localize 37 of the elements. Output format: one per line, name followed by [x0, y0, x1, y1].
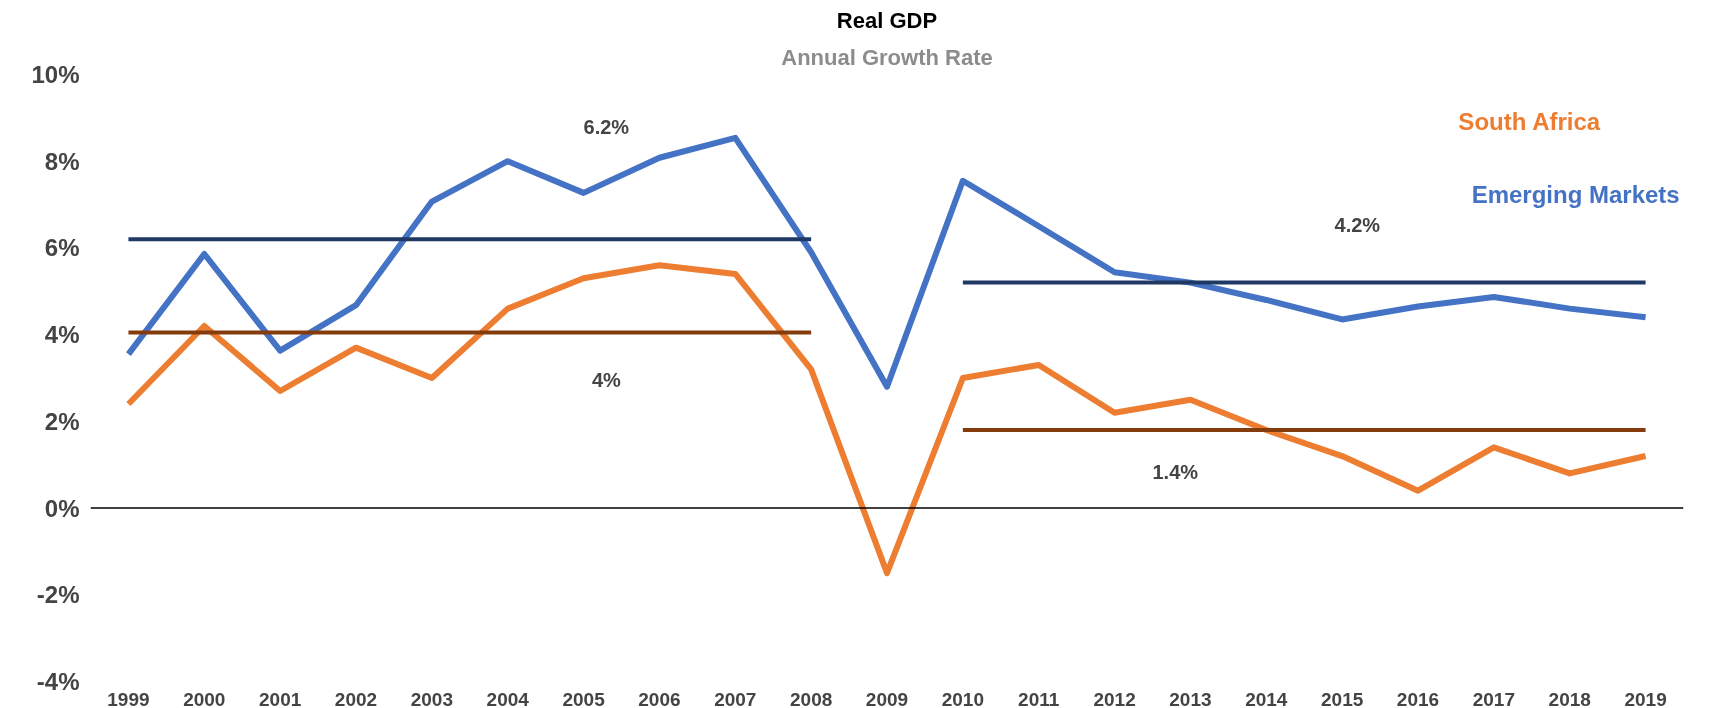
x-tick-label: 1999: [107, 688, 150, 708]
x-tick-label: 2003: [410, 688, 453, 708]
annotation: 6.2%: [583, 116, 630, 139]
x-tick-label: 2007: [714, 688, 757, 708]
y-tick-label: -2%: [36, 581, 80, 609]
y-tick-label: -4%: [36, 668, 80, 695]
x-tick-label: 2015: [1321, 688, 1364, 708]
y-tick-label: 10%: [31, 61, 80, 88]
chart-subtitle: Annual Growth Rate: [781, 44, 993, 70]
x-tick-label: 2018: [1548, 688, 1591, 708]
annotation: 1.4%: [1152, 461, 1199, 484]
text: South Africa: [1458, 108, 1601, 136]
text: Emerging Markets: [1471, 181, 1680, 209]
x-tick-label: 2006: [638, 688, 681, 708]
x-tick-label: 2012: [1093, 688, 1136, 708]
x-tick-label: 2008: [790, 688, 833, 708]
y-tick-label: 8%: [44, 147, 80, 175]
x-tick-label: 2010: [941, 688, 984, 708]
x-tick-label: 2002: [334, 688, 378, 708]
x-tick-label: 2004: [486, 688, 530, 708]
x-tick-label: 2001: [259, 688, 302, 708]
y-tick-label: 6%: [44, 234, 80, 262]
x-tick-label: 2016: [1396, 688, 1440, 708]
y-tick-label: 0%: [44, 494, 80, 522]
x-tick-label: 2011: [1018, 688, 1060, 708]
x-tick-label: 2013: [1169, 688, 1212, 708]
x-tick-label: 2005: [562, 688, 606, 708]
x-tick-label: 2000: [183, 688, 226, 708]
chart-title: Real GDP: [836, 7, 938, 33]
y-tick-label: 4%: [44, 321, 80, 349]
x-tick-label: 2017: [1472, 688, 1515, 708]
x-tick-label: 2019: [1624, 688, 1667, 708]
x-tick-label: 2009: [865, 688, 909, 708]
annotation: 4%: [591, 369, 621, 392]
annotation: 4.2%: [1334, 213, 1381, 236]
x-tick-label: 2014: [1245, 688, 1288, 708]
y-tick-label: 2%: [44, 407, 80, 435]
